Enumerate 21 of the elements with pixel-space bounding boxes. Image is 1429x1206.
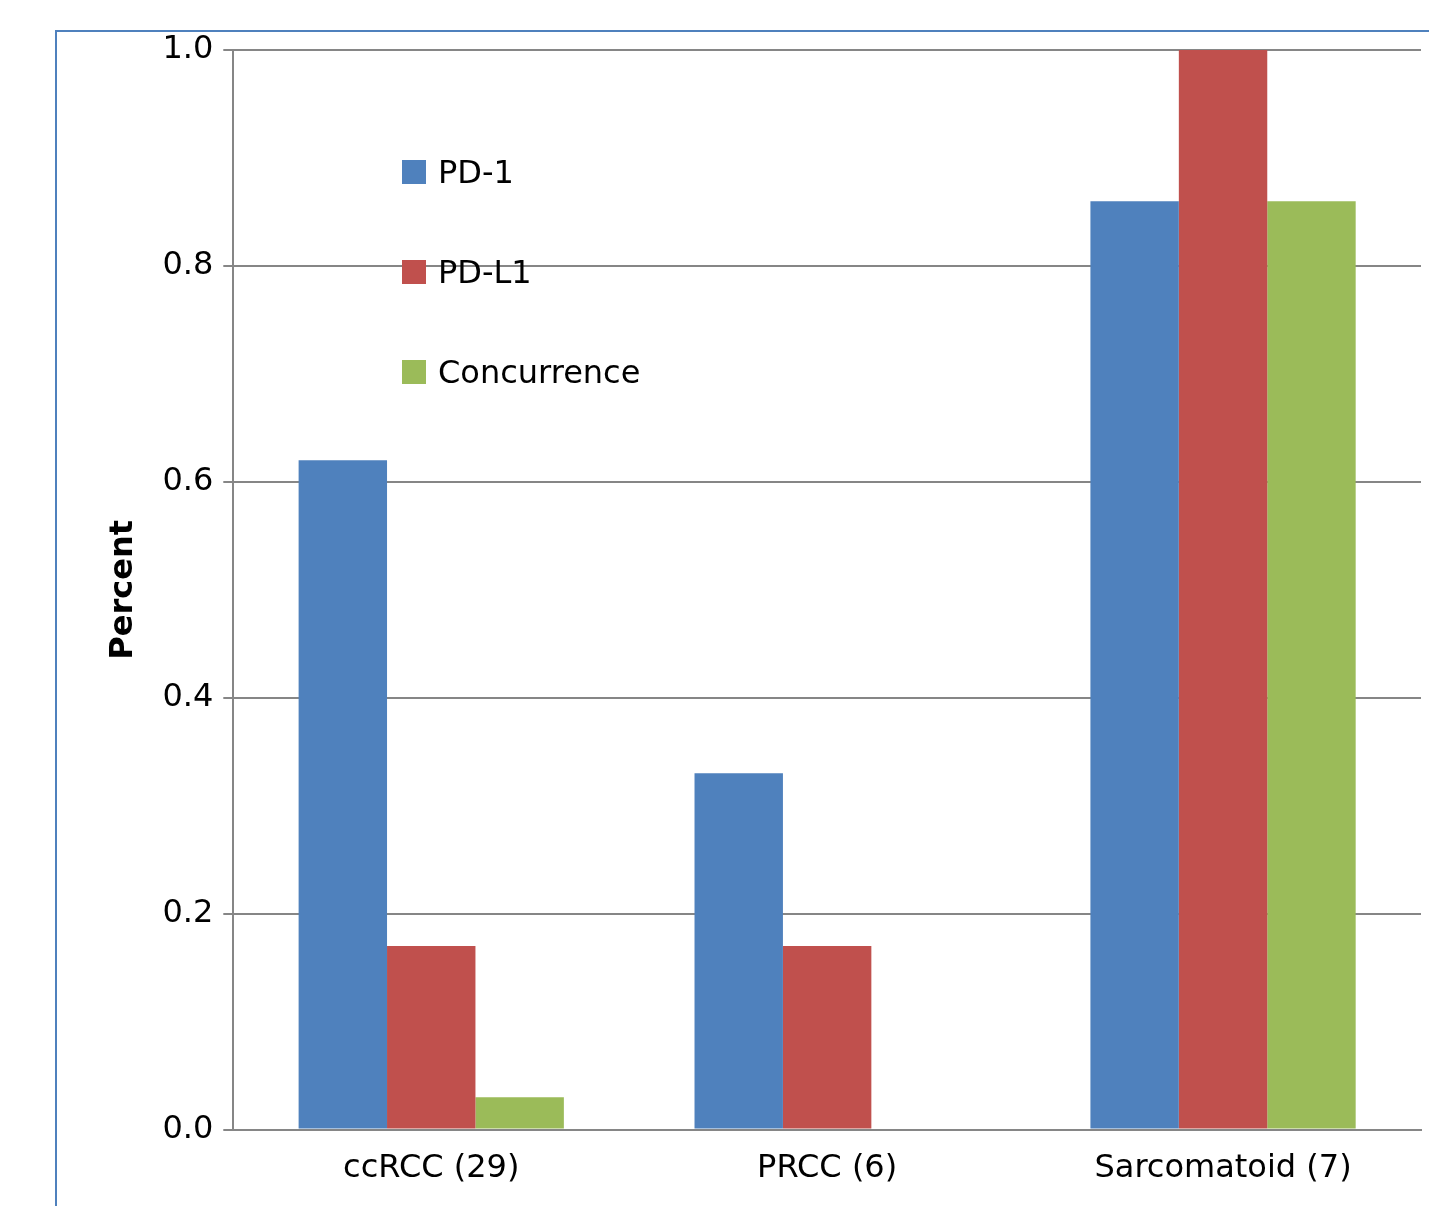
bar — [782, 946, 872, 1129]
legend-label: PD-L1 — [438, 253, 532, 291]
legend-label: Concurrence — [438, 353, 641, 391]
y-tick-label: 0.4 — [162, 676, 214, 715]
bar — [1267, 201, 1356, 1129]
bar — [298, 460, 388, 1129]
y-tick-label: 1.0 — [162, 28, 214, 67]
y-tick-label: 0.6 — [162, 460, 214, 499]
bar — [1090, 201, 1179, 1129]
y-tick-label: 0.8 — [162, 244, 214, 283]
y-axis-title: Percent — [101, 519, 140, 660]
y-tick-label: 0.2 — [162, 891, 214, 930]
bar — [694, 773, 783, 1129]
bar — [1178, 50, 1268, 1129]
bar — [387, 946, 476, 1129]
bar — [475, 1097, 564, 1129]
y-tick-label: 0.0 — [162, 1107, 214, 1146]
legend-label: PD-1 — [438, 153, 514, 191]
x-tick-label: ccRCC (29) — [343, 1147, 520, 1186]
x-tick-label: Sarcomatoid (7) — [1094, 1147, 1352, 1186]
x-tick-label: PRCC (6) — [757, 1147, 898, 1186]
